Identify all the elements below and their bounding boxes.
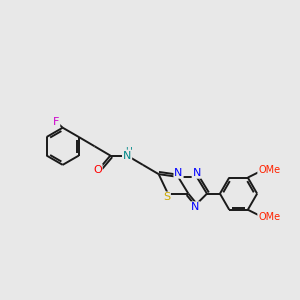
Text: OMe: OMe <box>258 212 280 222</box>
Text: OMe: OMe <box>258 165 280 175</box>
Text: N: N <box>191 202 200 212</box>
Text: N: N <box>193 168 201 178</box>
Text: S: S <box>163 192 170 203</box>
Text: H: H <box>124 147 131 156</box>
Text: F: F <box>53 117 59 127</box>
Text: N: N <box>174 168 183 178</box>
Text: N: N <box>123 151 131 160</box>
Text: O: O <box>93 164 102 175</box>
